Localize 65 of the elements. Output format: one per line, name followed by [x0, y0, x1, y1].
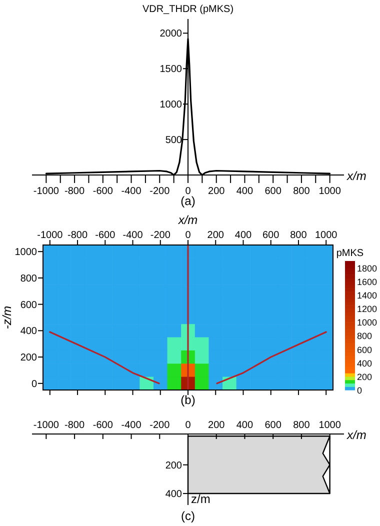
- x-axis-title: x/m: [346, 428, 366, 442]
- x-tick-label: 800: [290, 230, 308, 241]
- y-tick-label: 200: [165, 460, 182, 472]
- x-tick-label: 0: [185, 420, 192, 431]
- y-tick-label: 2000: [160, 28, 182, 40]
- y-axis-title: z/m: [191, 492, 210, 506]
- x-tick-label: 200: [208, 186, 226, 197]
- y-tick-label: 0: [31, 378, 38, 390]
- x-tick-label: 400: [234, 230, 252, 241]
- x-tick-label: -400: [122, 230, 144, 241]
- x-tick-label: -800: [64, 186, 85, 197]
- x-tick-label: -200: [150, 186, 170, 197]
- x-tick-label: 200: [207, 230, 224, 241]
- color-bar-label: 1000: [357, 318, 378, 328]
- color-bar-label: 1200: [357, 304, 378, 314]
- x-tick-label: -1000: [37, 230, 64, 241]
- color-bar-label: 1400: [357, 290, 378, 300]
- x-tick-label: -400: [121, 420, 142, 431]
- y-tick-label: 1000: [14, 247, 38, 258]
- text: (c): [181, 509, 195, 523]
- x-tick-label: 600: [264, 186, 282, 197]
- color-bar-label: 1800: [357, 263, 378, 274]
- text: (a): [180, 194, 196, 208]
- y-tick-label: 600: [20, 300, 38, 311]
- x-tick-label: 400: [236, 420, 254, 431]
- x-tick-label: -1000: [33, 420, 60, 431]
- y-tick-label: 1000: [160, 100, 182, 111]
- x-axis-title: x/m: [346, 169, 366, 183]
- x-tick-label: 1000: [318, 186, 342, 197]
- color-bar-label: 1600: [357, 276, 378, 287]
- x-tick-label: -600: [92, 420, 114, 431]
- y-tick-label: 400: [165, 489, 182, 500]
- x-tick-label: -600: [95, 230, 116, 241]
- y-axis-title: VDR_THDR (pMKS): [142, 4, 234, 15]
- y-axis-title: -z/m: [0, 306, 14, 330]
- color-bar-label: 800: [357, 331, 372, 342]
- x-tick-label: 200: [208, 420, 226, 431]
- x-tick-label: -800: [68, 230, 88, 241]
- x-tick-label: -200: [150, 230, 171, 241]
- x-tick-label: -1000: [33, 186, 60, 197]
- y-tick-label: 200: [20, 352, 38, 364]
- x-tick-label: 600: [262, 230, 280, 241]
- color-bar-label: 400: [357, 358, 372, 368]
- y-tick-label: 1500: [160, 64, 182, 76]
- x-tick-label: -400: [121, 186, 142, 197]
- x-axis-title: x/m: [177, 213, 198, 227]
- x-tick-label: 600: [264, 420, 282, 431]
- text: (b): [180, 393, 196, 407]
- y-tick-label: 500: [165, 135, 182, 146]
- color-bar-title: pMKS: [336, 248, 364, 259]
- x-tick-label: -800: [64, 420, 85, 431]
- x-tick-label: -600: [92, 186, 114, 197]
- x-tick-label: 1000: [314, 230, 338, 241]
- x-tick-label: 1000: [318, 420, 342, 431]
- x-tick-label: -200: [150, 420, 170, 431]
- color-bar-label: 0: [357, 386, 362, 396]
- x-tick-label: 0: [185, 230, 192, 241]
- x-tick-label: 0: [185, 186, 192, 197]
- x-tick-label: 400: [236, 186, 254, 197]
- color-bar-label: 600: [357, 344, 372, 355]
- y-tick-label: 800: [20, 273, 38, 284]
- x-tick-label: 800: [293, 186, 310, 197]
- color-bar-label: 200: [357, 372, 372, 382]
- x-tick-label: 800: [293, 420, 310, 431]
- y-tick-label: 400: [20, 326, 38, 338]
